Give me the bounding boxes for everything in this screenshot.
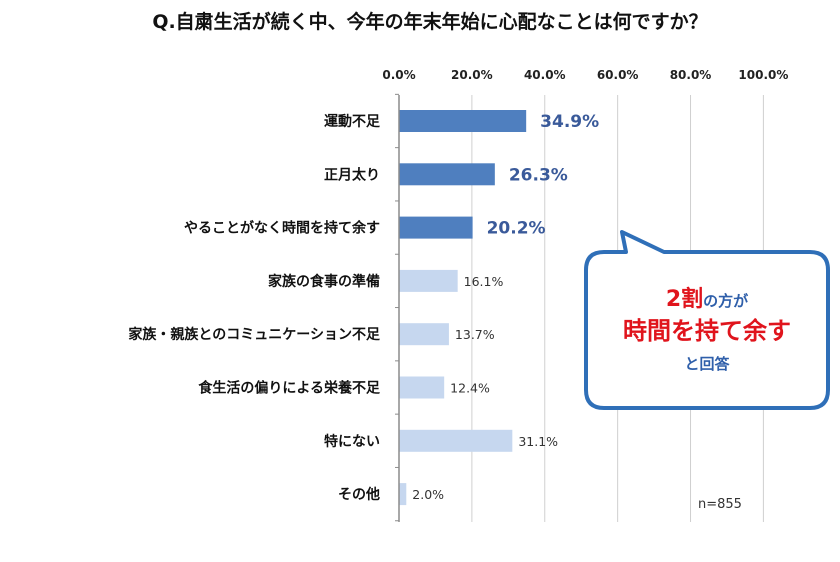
callout-line-1: 2割の方が — [666, 286, 749, 312]
callout-bubble: 2割の方が 時間を持て余す と回答 — [584, 230, 830, 410]
x-tick-label: 100.0% — [738, 68, 788, 82]
x-tick-label: 60.0% — [597, 68, 639, 82]
category-label: 食生活の偏りによる栄養不足 — [198, 380, 381, 397]
chart-title: Q.自粛生活が続く中、今年の年末年始に心配なことは何ですか？ — [152, 10, 707, 33]
value-label: 34.9% — [540, 112, 599, 132]
bars — [399, 110, 527, 506]
category-label: 家族の食事の準備 — [268, 273, 380, 290]
value-label: 16.1% — [464, 274, 504, 289]
bar — [399, 269, 458, 292]
value-labels: 34.9% 26.3% 20.2% 16.1% 13.7% 12.4% 31.1% 2.0% — [412, 112, 599, 502]
bar — [399, 110, 527, 132]
value-label: 12.4% — [450, 381, 490, 396]
category-label: 運動不足 — [324, 113, 381, 130]
value-label: 13.7% — [455, 327, 495, 342]
category-label: やることがなく時間を持て余す — [184, 220, 380, 237]
bar — [399, 376, 445, 399]
callout-headline: 時間を持て余す — [623, 317, 791, 345]
category-labels: 運動不足正月太りやることがなく時間を持て余す家族の食事の準備家族・親族とのコミュ… — [128, 113, 381, 503]
bar — [399, 163, 495, 186]
x-tick-label: 80.0% — [670, 68, 712, 82]
category-label: 家族・親族とのコミュニケーション不足 — [128, 326, 381, 343]
callout-subject: の方が — [703, 292, 749, 310]
x-tick-labels: 0.0% 20.0% 40.0% 60.0% 80.0% 100.0% — [382, 68, 788, 82]
bar — [399, 323, 449, 346]
value-label: 31.1% — [518, 434, 558, 449]
category-label: 正月太り — [324, 166, 380, 183]
x-tick-label: 0.0% — [382, 68, 415, 82]
category-label: 特にない — [324, 433, 380, 450]
x-tick-label: 40.0% — [524, 68, 566, 82]
callout-answer: と回答 — [684, 355, 730, 373]
category-label: その他 — [338, 486, 380, 503]
value-label: 26.3% — [509, 165, 568, 185]
bar — [399, 483, 407, 506]
sample-size: n=855 — [698, 497, 742, 512]
bar — [399, 429, 513, 452]
callout-percent: 2割 — [666, 286, 703, 312]
value-label: 2.0% — [412, 487, 444, 502]
callout-shape — [584, 230, 830, 410]
bar — [399, 216, 473, 239]
x-tick-label: 20.0% — [451, 68, 493, 82]
value-label: 20.2% — [487, 219, 546, 239]
